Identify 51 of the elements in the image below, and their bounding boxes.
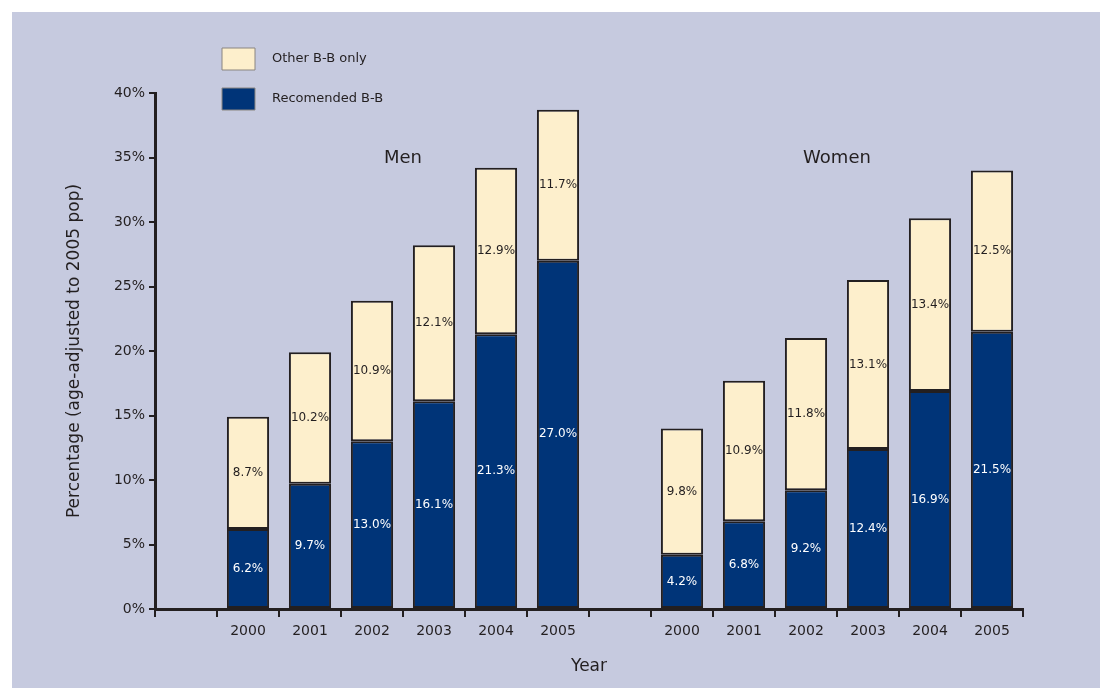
- x-tick-label: 2002: [788, 622, 824, 639]
- annotation: Women: [803, 145, 871, 167]
- x-tick-label: 2000: [230, 622, 266, 639]
- y-tick-label: 35%: [113, 148, 145, 165]
- y-tick-label: 25%: [113, 277, 145, 294]
- data-label: 21.3%: [476, 463, 516, 478]
- data-label: 12.1%: [414, 315, 454, 330]
- data-label: 11.8%: [786, 406, 826, 421]
- data-label: 9.8%: [666, 483, 698, 498]
- data-label: 6.2%: [232, 560, 264, 575]
- data-label: 12.9%: [476, 243, 516, 258]
- y-tick-label: 5%: [122, 535, 145, 552]
- data-label: 11.7%: [538, 177, 578, 192]
- x-tick-label: 2004: [478, 622, 514, 639]
- data-label: 13.4%: [910, 296, 950, 311]
- x-tick-label: 2004: [912, 622, 948, 639]
- x-tick-label: 2002: [354, 622, 390, 639]
- data-label: 10.2%: [290, 410, 330, 425]
- y-axis-title: Percentage (age-adjusted to 2005 pop): [62, 183, 83, 519]
- data-label: 10.9%: [724, 443, 764, 458]
- annotation: Men: [383, 145, 423, 167]
- x-axis-title: Year: [570, 655, 607, 676]
- data-label: 13.1%: [848, 356, 888, 371]
- data-label: 21.5%: [972, 461, 1012, 476]
- y-tick-label: 15%: [113, 406, 145, 423]
- x-tick-label: 2003: [416, 622, 452, 639]
- y-tick-label: 0%: [122, 599, 145, 616]
- legend-label: Recomended B-B: [272, 90, 384, 106]
- y-tick-label: 20%: [113, 341, 145, 358]
- y-tick-label: 10%: [113, 470, 145, 487]
- data-label: 9.7%: [294, 538, 326, 553]
- x-tick-label: 2001: [726, 622, 762, 639]
- data-label: 12.5%: [972, 243, 1012, 258]
- x-tick-label: 2001: [292, 622, 328, 639]
- data-label: 16.9%: [910, 491, 950, 506]
- data-label: 9.2%: [790, 541, 822, 556]
- x-tick-label: 2005: [540, 622, 576, 639]
- data-label: 4.2%: [666, 573, 698, 588]
- data-label: 6.8%: [728, 556, 760, 571]
- data-label: 10.9%: [352, 363, 392, 378]
- x-tick-label: 2000: [664, 622, 700, 639]
- data-label: 12.4%: [848, 520, 888, 535]
- data-label: 8.7%: [232, 465, 264, 480]
- data-label: 16.1%: [414, 496, 454, 511]
- data-label: 13.0%: [352, 516, 392, 531]
- y-tick-label: 40%: [113, 83, 145, 100]
- data-label: 27.0%: [538, 426, 578, 441]
- y-tick-label: 30%: [113, 212, 145, 229]
- legend-label: Other B-B only: [272, 50, 368, 66]
- x-tick-label: 2005: [974, 622, 1010, 639]
- x-tick-label: 2003: [850, 622, 886, 639]
